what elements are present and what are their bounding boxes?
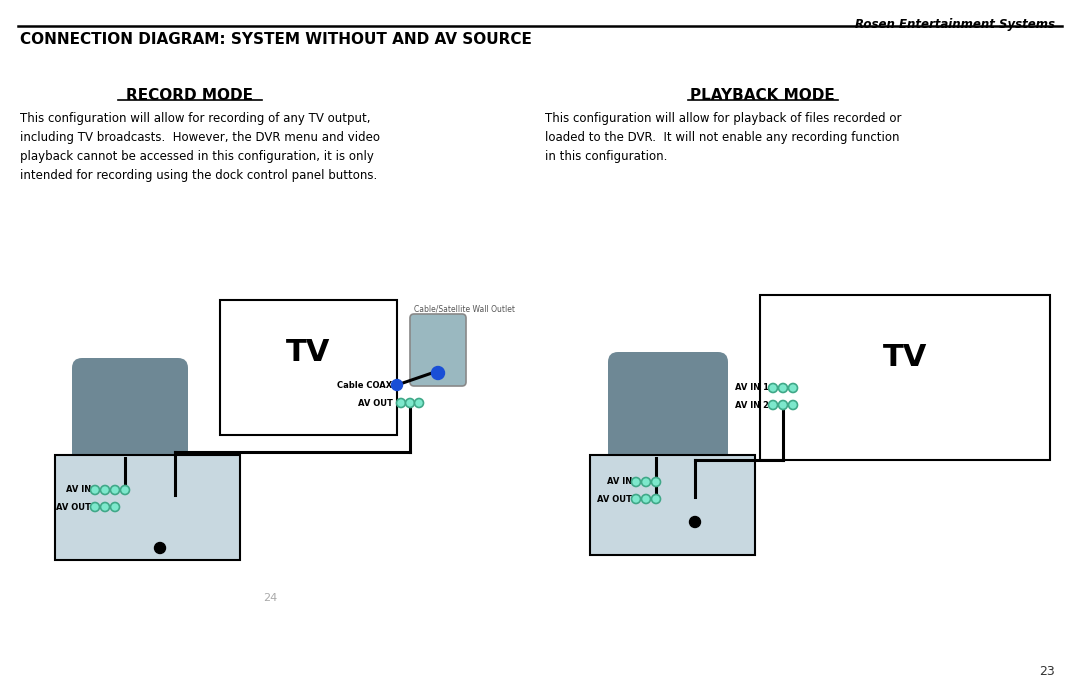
- Text: AV IN: AV IN: [607, 477, 632, 487]
- Text: TV: TV: [286, 338, 330, 367]
- Circle shape: [632, 494, 640, 503]
- Circle shape: [100, 486, 109, 494]
- Text: AV IN 2: AV IN 2: [735, 401, 769, 410]
- Circle shape: [396, 399, 405, 408]
- Circle shape: [651, 494, 661, 503]
- Bar: [760, 295, 1050, 460]
- Text: RECORD MODE: RECORD MODE: [126, 88, 254, 103]
- Circle shape: [769, 383, 778, 392]
- Circle shape: [91, 486, 99, 494]
- Circle shape: [642, 477, 650, 487]
- Text: Rosen Entertainment Systems: Rosen Entertainment Systems: [855, 18, 1055, 31]
- Text: 23: 23: [1039, 665, 1055, 678]
- FancyBboxPatch shape: [72, 358, 188, 468]
- Circle shape: [632, 477, 640, 487]
- Text: AV OUT: AV OUT: [597, 494, 632, 503]
- Bar: [55, 455, 240, 560]
- Circle shape: [154, 542, 165, 554]
- Text: AV IN: AV IN: [66, 486, 91, 494]
- Circle shape: [651, 477, 661, 487]
- Circle shape: [405, 399, 415, 408]
- Text: 24: 24: [262, 593, 278, 603]
- Circle shape: [642, 494, 650, 503]
- FancyBboxPatch shape: [608, 352, 728, 465]
- Text: PLAYBACK MODE: PLAYBACK MODE: [690, 88, 835, 103]
- Circle shape: [91, 503, 99, 512]
- Text: AV IN 1: AV IN 1: [735, 383, 769, 392]
- Circle shape: [788, 383, 797, 392]
- Circle shape: [415, 399, 423, 408]
- Circle shape: [689, 517, 701, 528]
- Circle shape: [769, 401, 778, 410]
- Text: Cable COAX: Cable COAX: [337, 380, 392, 389]
- Circle shape: [121, 486, 130, 494]
- Text: Cable/Satellite Wall Outlet: Cable/Satellite Wall Outlet: [414, 304, 515, 313]
- Circle shape: [779, 401, 787, 410]
- FancyBboxPatch shape: [410, 314, 465, 386]
- Text: This configuration will allow for recording of any TV output,
including TV broad: This configuration will allow for record…: [21, 112, 380, 182]
- Circle shape: [779, 383, 787, 392]
- Circle shape: [100, 503, 109, 512]
- Circle shape: [110, 503, 120, 512]
- Circle shape: [788, 401, 797, 410]
- Circle shape: [110, 486, 120, 494]
- Bar: [590, 455, 755, 555]
- Circle shape: [391, 380, 403, 390]
- Text: AV OUT: AV OUT: [56, 503, 91, 512]
- Text: AV OUT: AV OUT: [359, 399, 393, 408]
- Bar: [220, 300, 397, 435]
- Text: TV: TV: [882, 343, 928, 372]
- Text: This configuration will allow for playback of files recorded or
loaded to the DV: This configuration will allow for playba…: [545, 112, 902, 163]
- Text: CONNECTION DIAGRAM: SYSTEM WITHOUT AND AV SOURCE: CONNECTION DIAGRAM: SYSTEM WITHOUT AND A…: [21, 32, 531, 47]
- Circle shape: [432, 366, 445, 380]
